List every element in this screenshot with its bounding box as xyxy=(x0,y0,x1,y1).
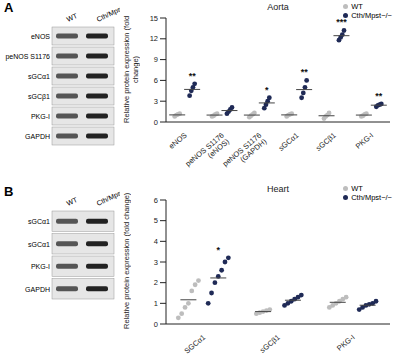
svg-text:GAPDH: GAPDH xyxy=(25,133,50,140)
svg-text:3: 3 xyxy=(154,258,158,267)
svg-text:Cth/Mpst−/−: Cth/Mpst−/− xyxy=(95,184,120,207)
svg-text:B: B xyxy=(8,184,13,199)
html-text:Cth/Mpst−/−: Cth/Mpst−/− xyxy=(351,193,392,202)
svg-text:PKG-I: PKG-I xyxy=(335,333,356,353)
svg-text:2: 2 xyxy=(154,278,158,287)
svg-text:sGCα1: sGCα1 xyxy=(277,131,301,153)
svg-text:sGCα1: sGCα1 xyxy=(28,218,50,225)
svg-text:PKG-I: PKG-I xyxy=(354,131,375,151)
svg-text:4: 4 xyxy=(154,237,158,246)
svg-text:12: 12 xyxy=(150,34,158,43)
svg-text:0: 0 xyxy=(154,320,158,329)
svg-text:sGCα1: sGCα1 xyxy=(28,241,50,248)
svg-text:sGCβ1: sGCβ1 xyxy=(258,333,282,355)
svg-text:9: 9 xyxy=(154,55,158,64)
svg-text:A: A xyxy=(8,0,14,15)
svg-text:1: 1 xyxy=(154,299,158,308)
svg-text:6: 6 xyxy=(154,196,158,205)
svg-text:sGCβ1: sGCβ1 xyxy=(314,131,338,153)
html-text:Heart: Heart xyxy=(267,184,289,194)
svg-text:sGCβ1: sGCβ1 xyxy=(28,93,50,101)
svg-text:**: ** xyxy=(189,71,197,81)
svg-text:peNOS S1176(eNOS): peNOS S1176(eNOS) xyxy=(183,130,231,174)
svg-text:**: ** xyxy=(375,91,383,101)
svg-text:peNOS S1176: peNOS S1176 xyxy=(8,53,50,61)
html-text:Relative protein expression (f: Relative protein expression (fold change… xyxy=(122,192,131,330)
html-text:WT: WT xyxy=(351,2,363,11)
svg-text:peNOS S1176(GAPDH): peNOS S1176(GAPDH) xyxy=(221,130,269,174)
svg-text:eNOS: eNOS xyxy=(167,131,188,151)
html-text:Relative protein expression (f: Relative protein expression (fold change… xyxy=(122,15,140,123)
svg-text:**: ** xyxy=(301,67,309,77)
html-text:Cth/Mpst−/−: Cth/Mpst−/− xyxy=(351,11,392,20)
svg-text:*: * xyxy=(265,85,269,95)
svg-text:6: 6 xyxy=(154,76,158,85)
svg-text:WT: WT xyxy=(65,12,78,23)
svg-text:GAPDH: GAPDH xyxy=(25,286,50,293)
svg-text:15: 15 xyxy=(150,14,158,23)
svg-text:Cth/Mpst−/−: Cth/Mpst−/− xyxy=(95,0,120,23)
svg-text:0: 0 xyxy=(154,118,158,127)
svg-text:***: *** xyxy=(336,18,347,27)
svg-text:3: 3 xyxy=(154,97,158,106)
svg-text:eNOS: eNOS xyxy=(31,33,50,40)
svg-text:sGCα1: sGCα1 xyxy=(28,73,50,80)
svg-text:SGCα1: SGCα1 xyxy=(182,333,207,356)
svg-text:PKG-I: PKG-I xyxy=(31,263,50,270)
svg-text:5: 5 xyxy=(154,216,158,225)
html-text:WT: WT xyxy=(351,184,363,193)
svg-text:PKG-I: PKG-I xyxy=(31,113,50,120)
svg-text:*: * xyxy=(217,245,221,255)
svg-text:WT: WT xyxy=(65,196,78,207)
html-text:Aorta: Aorta xyxy=(267,2,289,12)
